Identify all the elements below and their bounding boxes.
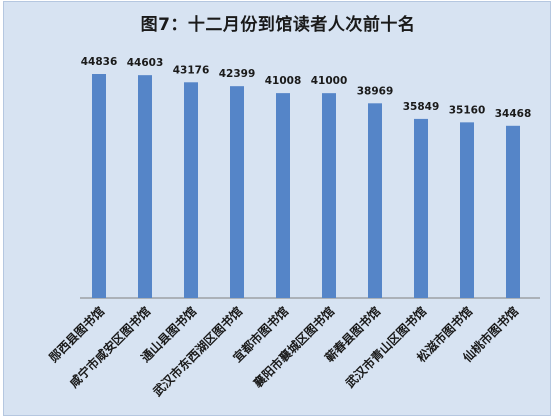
category-label-6: 襄阳市襄城区图书馆	[249, 304, 337, 392]
bar-1	[92, 74, 106, 298]
data-label-4: 42399	[219, 68, 256, 80]
bar-9	[460, 122, 474, 298]
data-label-3: 43176	[173, 64, 210, 76]
data-label-9: 35160	[449, 104, 486, 116]
data-label-2: 44603	[127, 57, 164, 69]
data-label-1: 44836	[81, 56, 118, 68]
data-label-6: 41000	[311, 75, 348, 87]
bar-5	[276, 93, 290, 298]
chart-title: 图7：十二月份到馆读者人次前十名	[140, 15, 416, 35]
data-label-5: 41008	[265, 75, 302, 87]
bar-6	[322, 93, 336, 298]
bar-2	[138, 75, 152, 298]
bar-4	[230, 86, 244, 298]
bar-8	[414, 118, 428, 298]
data-label-10: 34468	[495, 108, 532, 120]
bar-7	[368, 103, 382, 298]
category-label-8: 武汉市青山区图书馆	[342, 304, 429, 391]
data-label-7: 38969	[357, 85, 394, 97]
category-label-4: 武汉市东西湖区图书馆	[150, 304, 245, 399]
data-label-8: 35849	[403, 101, 440, 113]
bar-3	[184, 82, 198, 298]
bar-10	[506, 125, 520, 299]
category-label-2: 咸宁市咸安区图书馆	[66, 304, 153, 391]
